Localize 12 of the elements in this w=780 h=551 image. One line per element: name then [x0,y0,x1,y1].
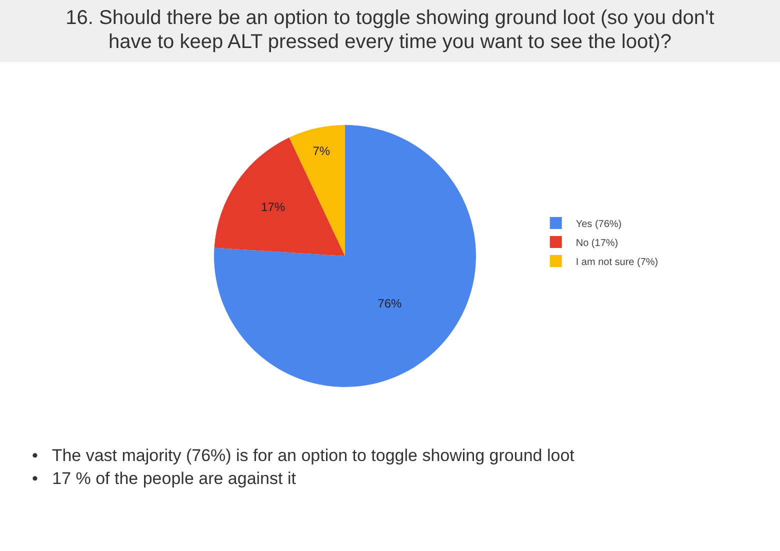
data-label: 76% [378,296,402,311]
legend-label: No (17%) [576,238,618,249]
text: • The vast majority (76%) is for an option to toggle showing ground loot [32,445,576,467]
data-label: 7% [312,144,330,158]
text: • 17 % of the people are against it [32,468,297,490]
legend-label: I am not sure (7%) [576,256,658,268]
pie-slice [214,137,345,256]
pie-slice [214,125,476,387]
chart-title: 16. Should there be an option to toggle showing ground loot (so you don't have to keep ALT pressed every time you want to see the loot)? [64,6,716,54]
data-label: 17% [261,200,286,214]
legend-label: Yes (76%) [576,218,622,230]
pie-slice [289,125,345,256]
